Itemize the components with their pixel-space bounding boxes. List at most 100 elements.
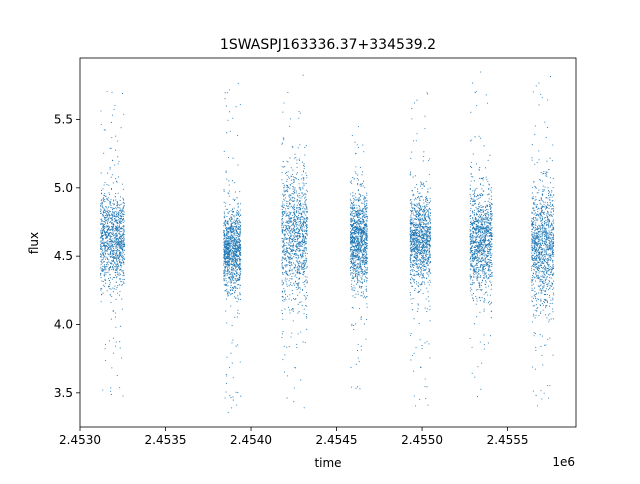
data-point <box>361 241 363 243</box>
data-point <box>356 251 358 253</box>
data-point <box>281 309 283 311</box>
data-point <box>113 235 115 237</box>
data-point <box>303 266 305 268</box>
data-point <box>350 274 352 276</box>
data-point <box>114 210 116 212</box>
data-point <box>305 279 307 281</box>
data-point <box>362 273 364 275</box>
data-point <box>117 226 119 228</box>
data-point <box>106 230 108 232</box>
data-point <box>224 284 226 287</box>
data-point <box>114 253 117 255</box>
data-point <box>358 249 360 251</box>
data-point <box>293 230 296 232</box>
data-point <box>361 174 363 176</box>
data-point <box>107 226 109 228</box>
data-point <box>288 270 290 272</box>
data-point <box>290 231 292 233</box>
data-point <box>237 244 239 246</box>
data-point <box>106 262 109 264</box>
data-point <box>293 200 295 202</box>
data-point <box>355 230 357 232</box>
data-point <box>238 245 240 247</box>
data-point <box>413 352 415 354</box>
data-point <box>236 263 238 265</box>
data-point <box>116 277 118 279</box>
data-point <box>106 214 108 216</box>
data-point <box>119 246 122 248</box>
data-point <box>421 231 424 233</box>
data-point <box>362 208 364 210</box>
data-point <box>112 208 114 211</box>
data-point <box>116 203 118 205</box>
data-point <box>366 203 368 205</box>
data-point <box>359 308 361 310</box>
data-point <box>291 220 293 222</box>
data-point <box>231 226 233 228</box>
data-point <box>237 206 239 208</box>
data-point <box>283 250 285 252</box>
data-point <box>101 288 103 290</box>
data-point <box>281 299 284 301</box>
data-point <box>361 210 363 212</box>
data-point <box>283 102 285 104</box>
data-point <box>110 256 112 259</box>
data-point <box>295 286 297 288</box>
data-point <box>410 173 412 175</box>
data-point <box>226 215 228 217</box>
data-point <box>238 253 240 255</box>
data-point <box>293 214 295 216</box>
data-point <box>306 258 308 260</box>
data-point <box>117 263 119 265</box>
data-point <box>353 276 355 278</box>
data-point <box>121 231 123 233</box>
data-point <box>358 239 360 241</box>
data-point <box>104 279 106 281</box>
data-point <box>357 183 359 185</box>
data-point <box>303 283 305 285</box>
data-point <box>356 277 358 279</box>
data-point <box>122 270 124 272</box>
data-point <box>306 223 308 225</box>
data-point <box>357 293 359 295</box>
data-point <box>104 200 106 203</box>
data-point <box>228 211 230 213</box>
data-point <box>116 181 118 183</box>
data-point <box>119 236 121 238</box>
data-point <box>225 239 227 241</box>
data-point <box>228 244 230 246</box>
data-point <box>364 231 366 233</box>
data-point <box>359 259 361 261</box>
data-point <box>119 238 121 240</box>
data-point <box>224 266 226 268</box>
data-point <box>354 280 356 282</box>
data-point <box>230 220 232 222</box>
data-point <box>414 262 416 264</box>
data-point <box>235 275 237 278</box>
data-point <box>297 214 300 217</box>
data-point <box>100 259 102 261</box>
data-point <box>235 244 237 246</box>
data-point <box>287 208 289 210</box>
data-point <box>355 253 357 255</box>
data-point <box>360 233 362 235</box>
data-point <box>236 247 238 249</box>
data-point <box>366 192 368 194</box>
data-point <box>232 243 234 245</box>
data-point <box>286 214 288 217</box>
data-point <box>119 247 121 249</box>
data-point <box>409 274 411 276</box>
data-point <box>107 232 109 234</box>
data-point <box>296 200 298 202</box>
data-point <box>303 211 305 213</box>
data-point <box>116 268 118 270</box>
observation-cluster <box>349 126 368 390</box>
data-point <box>281 259 283 261</box>
data-point <box>301 266 303 268</box>
data-point <box>355 238 357 240</box>
data-point <box>299 236 301 238</box>
data-point <box>301 161 304 163</box>
data-point <box>106 265 108 268</box>
data-point <box>235 231 238 233</box>
data-point <box>293 206 296 208</box>
